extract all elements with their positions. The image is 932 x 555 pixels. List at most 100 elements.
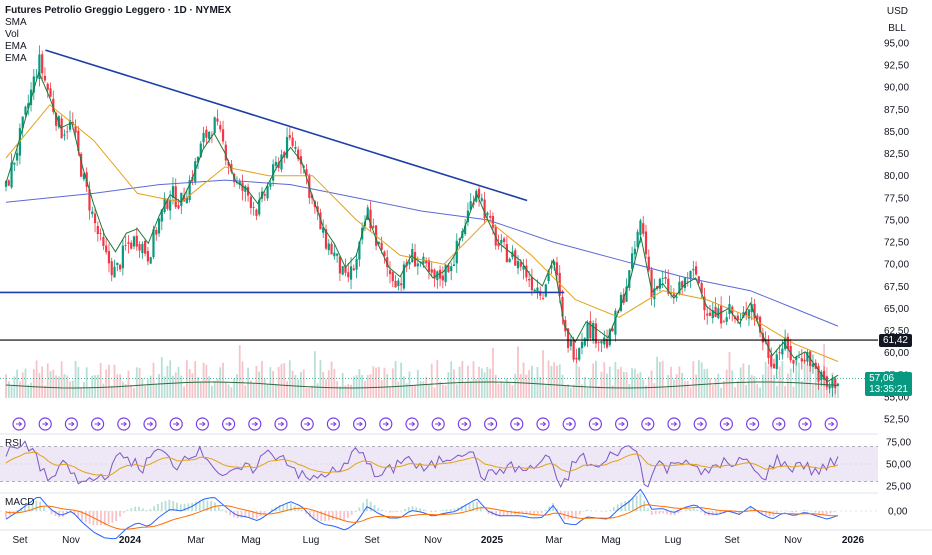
time-axis-tick: Nov — [424, 535, 442, 546]
volume-bar — [751, 375, 753, 398]
volume-bar — [617, 369, 619, 398]
volume-bar — [692, 361, 694, 398]
price-axis-tick: 70,00 — [884, 260, 909, 271]
candle-body — [695, 266, 697, 274]
price-axis-tick: 72,50 — [884, 238, 909, 249]
volume-bar — [197, 377, 199, 398]
candle-body — [531, 277, 533, 290]
unit-label: BLL — [888, 23, 906, 34]
descending-trendline[interactable] — [45, 50, 527, 200]
volume-bar — [297, 379, 299, 398]
candle-body — [255, 210, 257, 216]
candle-body — [275, 162, 277, 166]
volume-bar — [219, 367, 221, 398]
candle-body — [347, 272, 349, 277]
volume-bar — [425, 377, 427, 398]
macd-histogram-bar — [826, 511, 828, 515]
volume-bar — [745, 385, 747, 398]
volume-bar — [153, 363, 155, 398]
macd-histogram-bar — [795, 511, 797, 512]
candle-body — [266, 186, 268, 199]
candle-body — [13, 163, 15, 165]
macd-histogram-bar — [833, 511, 835, 512]
volume-bar — [550, 366, 552, 398]
indicator-ema-1[interactable]: EMA — [5, 41, 231, 53]
candle-body — [63, 135, 65, 136]
currency-label[interactable]: USD — [887, 6, 908, 17]
candle-body — [798, 357, 800, 358]
volume-bar — [609, 367, 611, 398]
volume-bar — [564, 385, 566, 398]
candle-body — [66, 131, 68, 132]
volume-bar — [420, 381, 422, 398]
macd-histogram-bar — [222, 510, 224, 511]
indicator-sma[interactable]: SMA — [5, 17, 231, 29]
volume-bar — [370, 374, 372, 398]
candle-body — [642, 223, 644, 234]
volume-bar — [673, 380, 675, 398]
macd-histogram-bar — [339, 511, 341, 520]
macd-pane-label[interactable]: MACD — [5, 497, 34, 508]
volume-bar — [411, 385, 413, 398]
candle-body — [536, 288, 538, 292]
candle-body — [44, 76, 46, 81]
volume-bar — [537, 367, 539, 398]
candle-body — [216, 118, 218, 121]
macd-histogram-bar — [605, 511, 607, 512]
volume-bar — [612, 385, 614, 398]
last-price-value: 57,06 — [869, 373, 908, 384]
macd-histogram-bar — [659, 511, 661, 514]
volume-bar — [409, 371, 411, 398]
macd-histogram-bar — [567, 511, 569, 519]
macd-histogram-bar — [218, 506, 220, 511]
volume-bar — [183, 387, 185, 398]
time-axis-tick: Mag — [601, 535, 620, 546]
candle-body — [24, 107, 26, 115]
macd-histogram-bar — [263, 511, 265, 513]
candle-body — [676, 297, 678, 298]
volume-bar — [372, 366, 374, 398]
volume-bar — [576, 363, 578, 398]
macd-histogram-bar — [146, 510, 148, 511]
candle-body — [584, 338, 586, 345]
macd-histogram-bar — [165, 501, 167, 511]
macd-histogram-bar — [377, 508, 379, 511]
macd-histogram-bar — [366, 499, 368, 511]
volume-bar — [453, 369, 455, 398]
volume-bar — [698, 360, 700, 398]
volume-bar — [375, 368, 377, 398]
volume-bar — [25, 369, 27, 398]
volume-bar — [269, 367, 271, 398]
candle-body — [219, 125, 221, 129]
volume-bar — [717, 374, 719, 398]
volume-bar — [517, 346, 519, 398]
volume-bar — [364, 381, 366, 398]
volume-bar — [720, 388, 722, 398]
rsi-pane-label[interactable]: RSI — [5, 438, 22, 449]
volume-bar — [286, 381, 288, 398]
time-axis-tick: Mag — [241, 535, 260, 546]
macd-histogram-bar — [503, 511, 505, 516]
macd-histogram-bar — [419, 508, 421, 511]
candle-body — [664, 277, 666, 279]
indicator-ema-2[interactable]: EMA — [5, 53, 231, 65]
volume-bar — [620, 367, 622, 398]
volume-bar — [128, 371, 130, 398]
volume-bar — [512, 385, 514, 398]
candle-body — [392, 272, 394, 281]
candle-body — [127, 242, 129, 244]
volume-bar — [759, 387, 761, 398]
volume-bar — [50, 371, 52, 398]
candle-body — [692, 269, 694, 270]
candle-body — [133, 237, 135, 247]
volume-bar — [473, 361, 475, 398]
indicator-vol[interactable]: Vol — [5, 29, 231, 41]
macd-histogram-bar — [685, 510, 687, 511]
candle-body — [8, 180, 10, 185]
volume-bar — [80, 387, 82, 398]
candle-body — [130, 243, 132, 249]
volume-bar — [275, 384, 277, 398]
volume-bar — [464, 383, 466, 398]
